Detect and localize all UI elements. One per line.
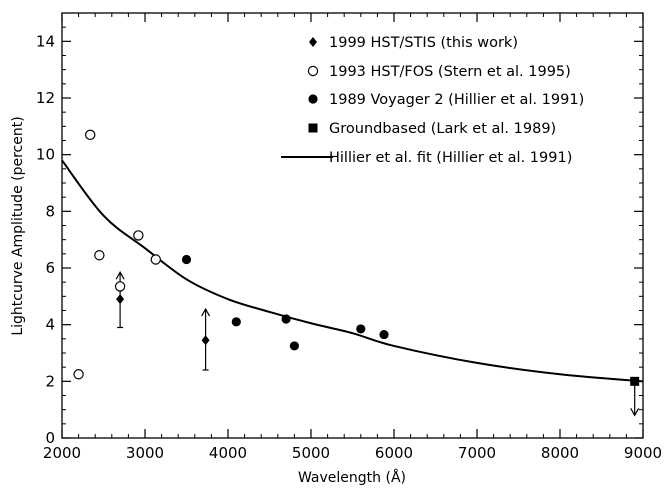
axis-ticks: 2000 3000 4000 5000 6000 7000 8000 9000 0 2 4 6 8 10 1…: [36, 12, 662, 462]
data-point: [181, 254, 192, 265]
data-point: [114, 281, 126, 292]
y-tick-label: 8: [45, 202, 55, 220]
legend-marker: [307, 65, 319, 77]
data-point: [356, 324, 366, 334]
data-point: [150, 254, 161, 265]
x-tick-label: 2000: [43, 444, 81, 462]
legend-label: 1993 HST/FOS (Stern et al. 1995): [329, 64, 571, 80]
data-point: [289, 341, 299, 351]
x-tick-label: 5000: [292, 444, 330, 462]
data-point: [133, 230, 144, 241]
y-axis-label: Lightcurve Amplitude (percent): [10, 116, 26, 335]
legend-label: Hillier et al. fit (Hillier et al. 1991): [329, 150, 572, 166]
y-tick-label: 4: [45, 316, 55, 334]
data-point: [630, 376, 640, 386]
legend-marker: [308, 94, 318, 104]
legend-label: Groundbased (Lark et al. 1989): [329, 121, 556, 137]
data-point: [94, 250, 105, 261]
arrow-head: [201, 307, 211, 317]
x-tick-label: 8000: [541, 444, 579, 462]
legend-label: 1999 HST/STIS (this work): [329, 35, 518, 51]
legend-marker: [308, 123, 318, 133]
data-marks: [73, 129, 640, 417]
arrow-head: [115, 271, 125, 280]
y-tick-label: 14: [36, 32, 55, 50]
x-tick-label: 7000: [458, 444, 496, 462]
y-tick-label: 6: [45, 259, 55, 277]
x-axis-label: Wavelength (Å): [298, 469, 406, 486]
x-tick-label: 9000: [624, 444, 662, 462]
legend-label: 1989 Voyager 2 (Hillier et al. 1991): [329, 92, 584, 108]
data-point: [116, 294, 125, 305]
x-tick-label: 4000: [209, 444, 247, 462]
y-tick-label: 0: [45, 429, 55, 447]
fit-curve-layer: [61, 159, 644, 383]
fit-curve-line: [61, 159, 644, 383]
legend-marker: [309, 37, 317, 47]
x-tick-label: 3000: [126, 444, 164, 462]
data-point: [73, 369, 84, 380]
y-tick-label: 12: [36, 89, 55, 107]
y-tick-label: 2: [45, 372, 55, 390]
data-point: [231, 317, 241, 327]
x-tick-label: 6000: [375, 444, 413, 462]
data-point: [201, 335, 210, 346]
arrow-head: [630, 408, 640, 417]
data-point: [379, 329, 389, 340]
y-tick-label: 10: [36, 146, 55, 164]
data-point: [85, 129, 96, 141]
legend: 1999 HST/STIS (this work) 1993 HST/FOS (S…: [281, 35, 584, 166]
data-point: [281, 314, 291, 324]
